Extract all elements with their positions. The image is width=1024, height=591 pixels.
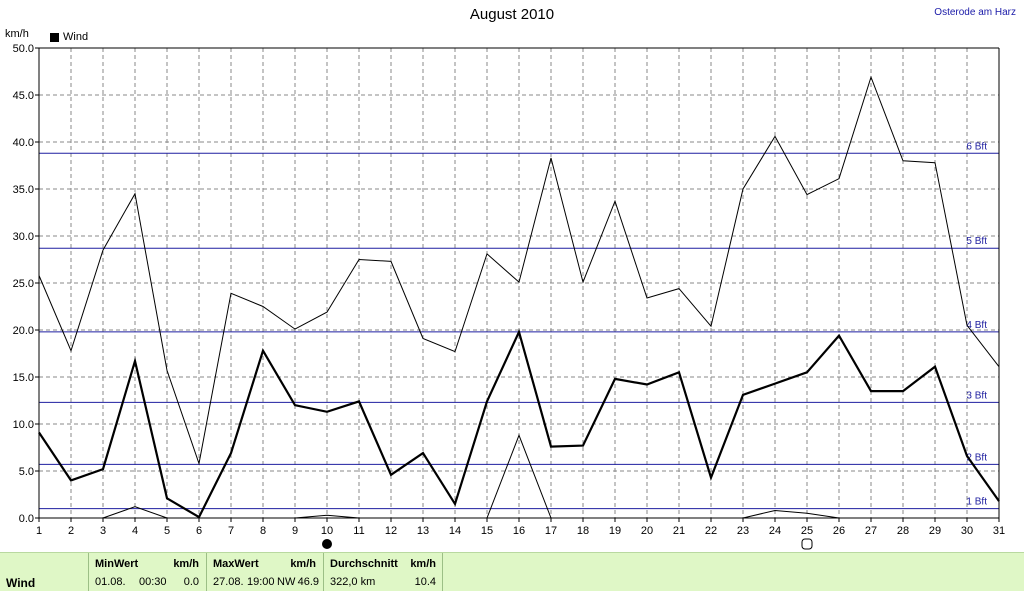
x-tick-label: 12	[385, 525, 397, 537]
y-axis-unit: km/h	[5, 28, 29, 40]
min-time: 00:30	[139, 576, 167, 588]
max-direction: NW	[277, 576, 296, 588]
x-tick-label: 6	[196, 525, 202, 537]
x-tick-label: 2	[68, 525, 74, 537]
beaufort-label: 6 Bft	[966, 141, 987, 152]
beaufort-label: 1 Bft	[966, 497, 987, 508]
new-moon-icon	[322, 539, 332, 549]
x-tick-label: 18	[577, 525, 589, 537]
beaufort-label: 2 Bft	[966, 452, 987, 463]
x-tick-label: 24	[769, 525, 781, 537]
x-tick-label: 20	[641, 525, 653, 537]
x-tick-label: 17	[545, 525, 557, 537]
x-tick-label: 21	[673, 525, 685, 537]
x-tick-label: 11	[353, 525, 364, 537]
y-tick-label: 35.0	[13, 184, 34, 196]
x-tick-label: 16	[513, 525, 525, 537]
x-tick-label: 5	[164, 525, 170, 537]
grid	[38, 47, 1000, 519]
x-tick-label: 26	[833, 525, 845, 537]
x-tick-label: 19	[609, 525, 621, 537]
x-tick-label: 8	[260, 525, 266, 537]
wind-chart: 1 Bft 2 Bft 3 Bft 4 Bft 5 Bft 6 Bft 0.0 5.0 10.…	[13, 43, 1006, 550]
x-tick-label: 31	[993, 525, 1005, 537]
y-tick-label: 50.0	[13, 43, 34, 55]
x-tick-label: 10	[321, 525, 333, 537]
x-tick-label: 27	[865, 525, 877, 537]
avg-distance: 322,0 km	[330, 576, 376, 588]
x-tick-label: 4	[132, 525, 138, 537]
avg-column: Durchschnitt km/h 322,0 km 10.4	[323, 553, 443, 591]
y-tick-label: 15.0	[13, 372, 34, 384]
y-tick-label: 0.0	[19, 513, 34, 525]
legend-label: Wind	[63, 31, 89, 43]
x-tick-label: 30	[961, 525, 973, 537]
beaufort-label: 5 Bft	[966, 236, 987, 247]
min-date: 01.08.	[95, 576, 126, 588]
avg-value: 10.4	[414, 576, 436, 588]
max-header: MaxWert	[213, 558, 259, 570]
series-line-thin	[38, 75, 1000, 466]
y-tick-label: 40.0	[13, 137, 34, 149]
y-tick-label: 5.0	[19, 466, 34, 478]
x-tick-label: 15	[481, 525, 493, 537]
location-label: Osterode am Harz	[934, 7, 1016, 18]
series-line-bold	[38, 328, 1000, 519]
y-tick-label: 10.0	[13, 419, 34, 431]
min-header: MinWert	[95, 558, 139, 570]
beaufort-label: 3 Bft	[966, 390, 987, 401]
max-column: MaxWert km/h 27.08. 19:00 NW 46.9	[206, 553, 323, 591]
x-tick-label: 13	[417, 525, 429, 537]
x-tick-label: 23	[737, 525, 749, 537]
x-tick-label: 9	[292, 525, 298, 537]
max-unit: km/h	[290, 558, 316, 570]
y-tick-label: 45.0	[13, 90, 34, 102]
beaufort-label: 4 Bft	[966, 320, 987, 331]
min-unit: km/h	[173, 558, 199, 570]
x-tick-label: 1	[36, 525, 42, 537]
y-tick-label: 25.0	[13, 278, 34, 290]
max-value: 46.9	[297, 576, 319, 588]
x-tick-label: 14	[449, 525, 461, 537]
x-tick-label: 29	[929, 525, 941, 537]
chart-title: August 2010	[469, 6, 555, 23]
x-tick-label: 28	[897, 525, 909, 537]
y-tick-label: 30.0	[13, 231, 34, 243]
x-tick-label: 22	[705, 525, 717, 537]
x-tick-label: 3	[100, 525, 106, 537]
avg-unit: km/h	[410, 558, 436, 570]
legend-swatch	[50, 32, 59, 42]
moon-phases	[322, 538, 813, 550]
summary-table: Wind MinWert km/h 01.08. 00:30 0.0 MaxWe…	[0, 552, 1024, 591]
x-tick-label: 25	[801, 525, 813, 537]
summary-row-label: Wind	[6, 576, 36, 590]
x-tick-label: 7	[228, 525, 234, 537]
max-date: 27.08.	[213, 576, 244, 588]
min-value: 0.0	[183, 576, 199, 588]
legend: Wind	[50, 31, 88, 43]
y-tick-label: 20.0	[13, 325, 34, 337]
avg-header: Durchschnitt	[330, 558, 398, 570]
min-column: MinWert km/h 01.08. 00:30 0.0	[88, 553, 206, 591]
full-moon-icon	[801, 538, 813, 550]
tick-labels: 0.0 5.0 10.0 15.0 20.0 25.0 30.0 35.0 40.0 45.0 50…	[13, 43, 1006, 537]
max-time: 19:00	[247, 576, 275, 588]
